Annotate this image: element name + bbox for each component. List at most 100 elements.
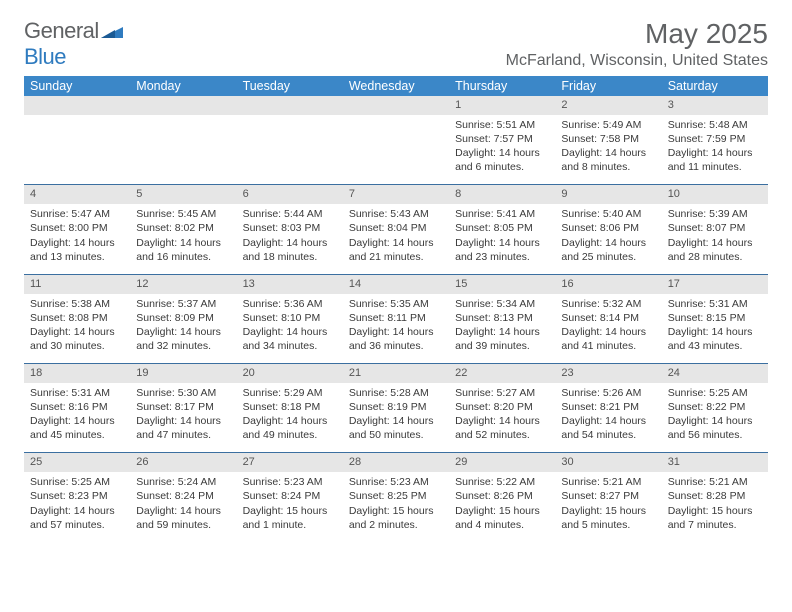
sunrise-line: Sunrise: 5:23 AM (349, 475, 443, 489)
daylight-line: Daylight: 14 hours and 59 minutes. (136, 504, 230, 532)
day-cell: Sunrise: 5:21 AMSunset: 8:27 PMDaylight:… (555, 472, 661, 542)
daylight-line: Daylight: 14 hours and 36 minutes. (349, 325, 443, 353)
day-cell: Sunrise: 5:41 AMSunset: 8:05 PMDaylight:… (449, 204, 555, 274)
day-number: 25 (24, 453, 130, 472)
daylight-line: Daylight: 14 hours and 28 minutes. (668, 236, 762, 264)
calendar-body: 123Sunrise: 5:51 AMSunset: 7:57 PMDaylig… (24, 96, 768, 542)
daylight-line: Daylight: 15 hours and 2 minutes. (349, 504, 443, 532)
sunrise-line: Sunrise: 5:36 AM (243, 297, 337, 311)
daynum-row: 25262728293031 (24, 453, 768, 472)
daylight-line: Daylight: 15 hours and 1 minute. (243, 504, 337, 532)
daylight-line: Daylight: 14 hours and 34 minutes. (243, 325, 337, 353)
day-cell: Sunrise: 5:44 AMSunset: 8:03 PMDaylight:… (237, 204, 343, 274)
daylight-line: Daylight: 14 hours and 16 minutes. (136, 236, 230, 264)
daylight-line: Daylight: 15 hours and 7 minutes. (668, 504, 762, 532)
sunrise-line: Sunrise: 5:29 AM (243, 386, 337, 400)
day-cell: Sunrise: 5:38 AMSunset: 8:08 PMDaylight:… (24, 294, 130, 364)
sunset-line: Sunset: 8:19 PM (349, 400, 443, 414)
calendar-table: SundayMondayTuesdayWednesdayThursdayFrid… (24, 76, 768, 542)
day-cell: Sunrise: 5:39 AMSunset: 8:07 PMDaylight:… (662, 204, 768, 274)
sunset-line: Sunset: 7:58 PM (561, 132, 655, 146)
day-cell: Sunrise: 5:24 AMSunset: 8:24 PMDaylight:… (130, 472, 236, 542)
sunrise-line: Sunrise: 5:43 AM (349, 207, 443, 221)
sunrise-line: Sunrise: 5:21 AM (668, 475, 762, 489)
sunset-line: Sunset: 8:00 PM (30, 221, 124, 235)
day-cell: Sunrise: 5:23 AMSunset: 8:25 PMDaylight:… (343, 472, 449, 542)
day-cell: Sunrise: 5:27 AMSunset: 8:20 PMDaylight:… (449, 383, 555, 453)
sunset-line: Sunset: 7:57 PM (455, 132, 549, 146)
sunrise-line: Sunrise: 5:27 AM (455, 386, 549, 400)
day-cell (237, 115, 343, 185)
day-number: 4 (24, 185, 130, 204)
sunset-line: Sunset: 8:02 PM (136, 221, 230, 235)
daylight-line: Daylight: 14 hours and 56 minutes. (668, 414, 762, 442)
sunrise-line: Sunrise: 5:41 AM (455, 207, 549, 221)
day-number (237, 96, 343, 115)
day-number: 13 (237, 274, 343, 293)
month-title: May 2025 (506, 18, 768, 50)
sunrise-line: Sunrise: 5:45 AM (136, 207, 230, 221)
day-header: Monday (130, 76, 236, 96)
sunset-line: Sunset: 7:59 PM (668, 132, 762, 146)
sunrise-line: Sunrise: 5:30 AM (136, 386, 230, 400)
sunset-line: Sunset: 8:21 PM (561, 400, 655, 414)
day-header: Wednesday (343, 76, 449, 96)
daylight-line: Daylight: 14 hours and 47 minutes. (136, 414, 230, 442)
sunset-line: Sunset: 8:24 PM (243, 489, 337, 503)
logo-triangle-icon (101, 18, 123, 43)
content-row: Sunrise: 5:25 AMSunset: 8:23 PMDaylight:… (24, 472, 768, 542)
sunrise-line: Sunrise: 5:25 AM (668, 386, 762, 400)
day-number: 26 (130, 453, 236, 472)
daylight-line: Daylight: 14 hours and 23 minutes. (455, 236, 549, 264)
day-cell: Sunrise: 5:51 AMSunset: 7:57 PMDaylight:… (449, 115, 555, 185)
day-number: 6 (237, 185, 343, 204)
sunrise-line: Sunrise: 5:21 AM (561, 475, 655, 489)
day-number: 1 (449, 96, 555, 115)
day-cell: Sunrise: 5:31 AMSunset: 8:16 PMDaylight:… (24, 383, 130, 453)
day-cell: Sunrise: 5:30 AMSunset: 8:17 PMDaylight:… (130, 383, 236, 453)
day-number: 23 (555, 364, 661, 383)
day-cell (343, 115, 449, 185)
day-number: 28 (343, 453, 449, 472)
daynum-row: 123 (24, 96, 768, 115)
sunset-line: Sunset: 8:04 PM (349, 221, 443, 235)
sunrise-line: Sunrise: 5:28 AM (349, 386, 443, 400)
sunset-line: Sunset: 8:07 PM (668, 221, 762, 235)
day-number: 17 (662, 274, 768, 293)
day-number: 10 (662, 185, 768, 204)
day-cell: Sunrise: 5:26 AMSunset: 8:21 PMDaylight:… (555, 383, 661, 453)
logo-text-2: Blue (24, 44, 66, 69)
sunrise-line: Sunrise: 5:26 AM (561, 386, 655, 400)
content-row: Sunrise: 5:31 AMSunset: 8:16 PMDaylight:… (24, 383, 768, 453)
day-cell: Sunrise: 5:22 AMSunset: 8:26 PMDaylight:… (449, 472, 555, 542)
title-block: May 2025 McFarland, Wisconsin, United St… (506, 18, 768, 70)
day-cell: Sunrise: 5:35 AMSunset: 8:11 PMDaylight:… (343, 294, 449, 364)
day-cell: Sunrise: 5:45 AMSunset: 8:02 PMDaylight:… (130, 204, 236, 274)
daylight-line: Daylight: 14 hours and 13 minutes. (30, 236, 124, 264)
sunrise-line: Sunrise: 5:32 AM (561, 297, 655, 311)
sunset-line: Sunset: 8:20 PM (455, 400, 549, 414)
day-header: Saturday (662, 76, 768, 96)
day-cell: Sunrise: 5:25 AMSunset: 8:22 PMDaylight:… (662, 383, 768, 453)
day-number: 24 (662, 364, 768, 383)
sunset-line: Sunset: 8:14 PM (561, 311, 655, 325)
sunrise-line: Sunrise: 5:25 AM (30, 475, 124, 489)
sunrise-line: Sunrise: 5:31 AM (668, 297, 762, 311)
day-number: 22 (449, 364, 555, 383)
sunset-line: Sunset: 8:03 PM (243, 221, 337, 235)
daylight-line: Daylight: 14 hours and 21 minutes. (349, 236, 443, 264)
day-cell: Sunrise: 5:25 AMSunset: 8:23 PMDaylight:… (24, 472, 130, 542)
daylight-line: Daylight: 14 hours and 18 minutes. (243, 236, 337, 264)
sunset-line: Sunset: 8:18 PM (243, 400, 337, 414)
sunset-line: Sunset: 8:17 PM (136, 400, 230, 414)
day-cell: Sunrise: 5:31 AMSunset: 8:15 PMDaylight:… (662, 294, 768, 364)
sunrise-line: Sunrise: 5:37 AM (136, 297, 230, 311)
day-cell: Sunrise: 5:43 AMSunset: 8:04 PMDaylight:… (343, 204, 449, 274)
daynum-row: 18192021222324 (24, 364, 768, 383)
sunrise-line: Sunrise: 5:31 AM (30, 386, 124, 400)
day-cell: Sunrise: 5:29 AMSunset: 8:18 PMDaylight:… (237, 383, 343, 453)
logo: General Blue (24, 18, 123, 70)
location: McFarland, Wisconsin, United States (506, 52, 768, 70)
sunset-line: Sunset: 8:10 PM (243, 311, 337, 325)
sunset-line: Sunset: 8:08 PM (30, 311, 124, 325)
